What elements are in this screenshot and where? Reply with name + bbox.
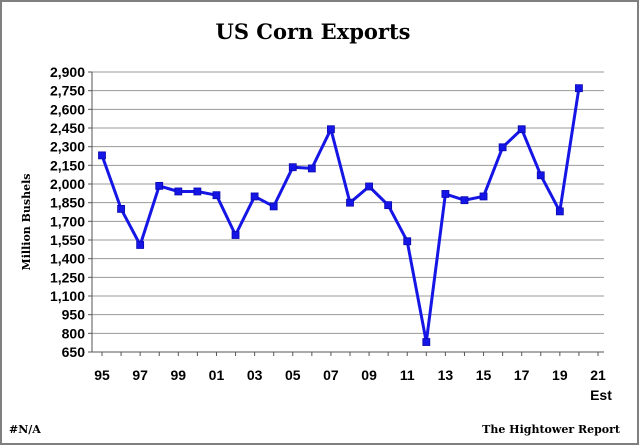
data-point [536, 171, 545, 180]
y-tick-label: 2,600 [50, 101, 85, 117]
data-point [269, 202, 278, 211]
y-tick-label: 1,250 [50, 269, 85, 285]
y-tick-label: 1,100 [50, 288, 85, 304]
x-tick-label: 09 [361, 367, 377, 383]
data-point [460, 196, 469, 205]
data-point [498, 143, 507, 152]
gridlines [92, 71, 604, 353]
data-point [555, 207, 564, 216]
x-tick-label: 07 [323, 367, 339, 383]
y-tick-labels: 650 800 950 1,100 1,250 1,400 1,550 1,700 1,850 2… [50, 64, 85, 360]
data-point [479, 192, 488, 201]
data-point [307, 164, 316, 173]
x-tick-label: 19 [552, 367, 568, 383]
data-point [422, 338, 431, 346]
data-point [517, 125, 526, 134]
data-point [174, 187, 183, 196]
data-point [288, 163, 297, 172]
x-sublabel-est: Est [590, 387, 612, 403]
footer-left-text: #N/A [9, 423, 41, 436]
y-tick-label: 1,550 [50, 232, 85, 248]
series-line [100, 87, 581, 344]
data-point [155, 181, 164, 190]
data-point [403, 237, 412, 246]
y-tick-label: 2,000 [50, 176, 85, 192]
x-tick-label: 17 [514, 367, 530, 383]
data-point [250, 192, 259, 201]
data-point [346, 198, 354, 207]
data-point [575, 84, 583, 93]
data-point [384, 201, 393, 210]
x-tick-labels: 95 97 99 01 03 05 07 09 11 13 15 17 19 21 [94, 367, 606, 383]
data-point [98, 151, 106, 160]
y-tick-label: 2,750 [50, 83, 85, 99]
data-point [441, 190, 450, 198]
y-tick-label: 800 [62, 325, 86, 341]
x-tick-label: 95 [94, 367, 110, 383]
y-tick-label: 650 [62, 344, 86, 360]
y-tick-label: 950 [62, 307, 86, 323]
x-tick-label: 01 [209, 367, 225, 383]
x-tick-label: 21 [590, 367, 606, 383]
data-point [193, 187, 202, 196]
y-tick-label: 2,150 [50, 157, 85, 173]
x-tick-label: 11 [400, 367, 415, 383]
x-tick-label: 99 [171, 367, 187, 383]
y-tick-label: 1,700 [50, 213, 85, 229]
x-tick-label: 03 [247, 367, 263, 383]
y-tick-label: 1,850 [50, 195, 85, 211]
data-point [136, 241, 145, 249]
x-tick-label: 15 [476, 367, 492, 383]
y-axis-label: Million Bushels [20, 174, 33, 271]
data-point [327, 125, 335, 134]
y-tick-label: 2,300 [50, 139, 85, 155]
data-point [365, 182, 373, 191]
x-tick-label: 13 [438, 367, 454, 383]
y-tick-label: 2,900 [50, 64, 85, 80]
chart-title: US Corn Exports [216, 19, 411, 44]
data-point [212, 191, 221, 200]
data-point [117, 204, 125, 213]
data-point [231, 231, 240, 239]
x-tick-label: 05 [285, 367, 301, 383]
y-tick-label: 1,400 [50, 251, 85, 267]
y-tick-label: 2,450 [50, 120, 85, 136]
axes [88, 71, 604, 356]
footer-source-text: The Hightower Report [482, 423, 621, 436]
x-tick-label: 97 [132, 367, 148, 383]
series-us-corn-exports [98, 84, 583, 346]
